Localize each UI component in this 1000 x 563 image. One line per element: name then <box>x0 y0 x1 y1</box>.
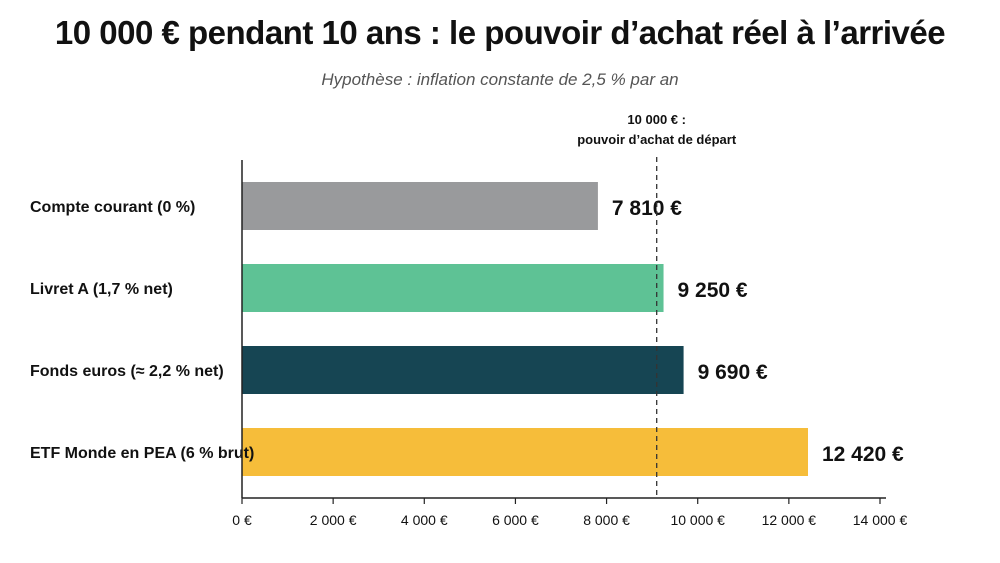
category-label-1: Compte courant (0 %) <box>30 199 195 216</box>
bar-2 <box>242 264 664 312</box>
value-label-2: 9 250 € <box>678 279 748 302</box>
x-tick-label-7: 14 000 € <box>853 512 908 528</box>
value-label-3: 9 690 € <box>698 361 768 384</box>
x-tick-label-3: 6 000 € <box>492 512 539 528</box>
category-label-4: ETF Monde en PEA (6 % brut) <box>30 445 254 462</box>
bar-3 <box>242 346 684 394</box>
x-tick-label-4: 8 000 € <box>583 512 630 528</box>
chart-title: 10 000 € pendant 10 ans : le pouvoir d’a… <box>54 14 946 51</box>
x-tick-label-0: 0 € <box>232 512 252 528</box>
x-tick-label-1: 2 000 € <box>310 512 357 528</box>
x-tick-label-5: 10 000 € <box>670 512 725 528</box>
bar-1 <box>242 182 598 230</box>
x-tick-label-2: 4 000 € <box>401 512 448 528</box>
value-label-4: 12 420 € <box>822 443 904 466</box>
reference-line-label-1: 10 000 € : <box>627 112 686 127</box>
bar-4 <box>242 428 808 476</box>
chart-subtitle: Hypothèse : inflation constante de 2,5 %… <box>321 70 679 89</box>
reference-line-label-2: pouvoir d’achat de départ <box>577 132 737 147</box>
category-label-2: Livret A (1,7 % net) <box>30 281 173 298</box>
x-tick-label-6: 12 000 € <box>762 512 817 528</box>
value-label-1: 7 810 € <box>612 197 682 220</box>
category-label-3: Fonds euros (≈ 2,2 % net) <box>30 363 224 380</box>
